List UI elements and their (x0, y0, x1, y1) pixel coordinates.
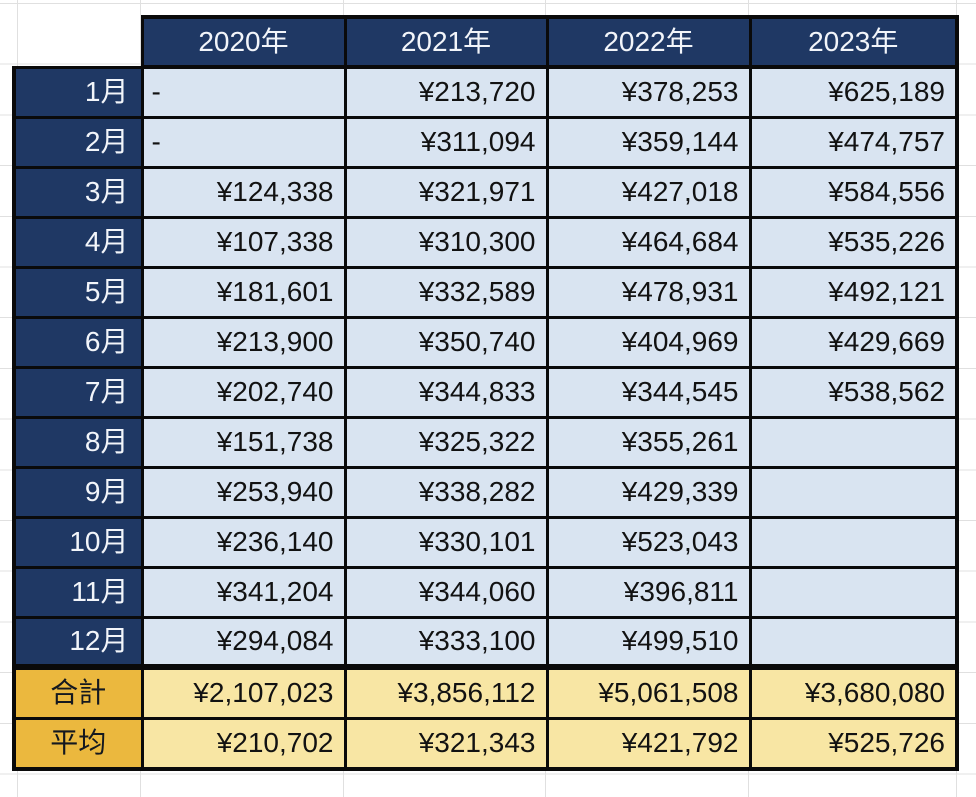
data-cell[interactable]: ¥429,669 (748, 315, 959, 369)
summary-row: 平均 ¥210,702 ¥321,343 ¥421,792 ¥525,726 (12, 716, 959, 771)
data-cell[interactable]: ¥151,738 (140, 415, 347, 469)
data-cell[interactable]: ¥332,589 (343, 265, 549, 319)
table-row: 6月 ¥213,900 ¥350,740 ¥404,969 ¥429,669 (12, 315, 959, 369)
data-cell[interactable]: ¥359,144 (545, 115, 752, 169)
data-cell[interactable]: ¥427,018 (545, 165, 752, 219)
data-cell[interactable]: ¥478,931 (545, 265, 752, 319)
row-header-month[interactable]: 10月 (12, 515, 144, 569)
data-cell[interactable]: ¥396,811 (545, 565, 752, 619)
data-cell[interactable]: ¥429,339 (545, 465, 752, 519)
monthly-sales-table: 2020年 2021年 2022年 2023年 1月 - ¥213,720 ¥378,253… (12, 15, 959, 771)
corner-cell (14, 17, 142, 67)
data-cell[interactable]: ¥311,094 (343, 115, 549, 169)
data-cell[interactable]: ¥181,601 (140, 265, 347, 319)
table-row: 4月 ¥107,338 ¥310,300 ¥464,684 ¥535,226 (12, 215, 959, 269)
data-cell[interactable]: ¥310,300 (343, 215, 549, 269)
data-cell[interactable]: ¥321,971 (343, 165, 549, 219)
data-cell[interactable]: ¥474,757 (748, 115, 959, 169)
summary-row-header[interactable]: 合計 (12, 664, 144, 720)
row-header-month[interactable]: 8月 (12, 415, 144, 469)
data-cell[interactable]: ¥107,338 (140, 215, 347, 269)
table-row: 12月 ¥294,084 ¥333,100 ¥499,510 (12, 615, 959, 669)
header-row: 2020年 2021年 2022年 2023年 (14, 15, 959, 69)
summary-data-cell[interactable]: ¥321,343 (343, 716, 549, 771)
data-cell[interactable] (748, 415, 959, 469)
data-cell[interactable]: ¥625,189 (748, 65, 959, 119)
data-cell[interactable]: ¥523,043 (545, 515, 752, 569)
table-row: 5月 ¥181,601 ¥332,589 ¥478,931 ¥492,121 (12, 265, 959, 319)
data-cell[interactable]: ¥355,261 (545, 415, 752, 469)
data-cell[interactable]: ¥344,833 (343, 365, 549, 419)
summary-data-cell[interactable]: ¥210,702 (140, 716, 347, 771)
data-cell[interactable]: ¥333,100 (343, 615, 549, 669)
summary-data-cell[interactable]: ¥5,061,508 (545, 664, 752, 720)
table-row: 2月 - ¥311,094 ¥359,144 ¥474,757 (12, 115, 959, 169)
data-cell[interactable]: ¥213,900 (140, 315, 347, 369)
data-cell[interactable]: ¥341,204 (140, 565, 347, 619)
row-header-month[interactable]: 9月 (12, 465, 144, 519)
data-cell[interactable]: ¥294,084 (140, 615, 347, 669)
summary-data-cell[interactable]: ¥525,726 (748, 716, 959, 771)
data-cell[interactable] (748, 565, 959, 619)
summary-data-cell[interactable]: ¥3,856,112 (343, 664, 549, 720)
table-row: 11月 ¥341,204 ¥344,060 ¥396,811 (12, 565, 959, 619)
data-cell[interactable]: ¥344,545 (545, 365, 752, 419)
data-cell[interactable]: ¥325,322 (343, 415, 549, 469)
data-cell[interactable]: ¥492,121 (748, 265, 959, 319)
row-header-month[interactable]: 12月 (12, 615, 144, 669)
row-header-month[interactable]: 4月 (12, 215, 144, 269)
data-cell[interactable]: ¥538,562 (748, 365, 959, 419)
data-cell[interactable]: ¥202,740 (140, 365, 347, 419)
data-cell[interactable]: ¥464,684 (545, 215, 752, 269)
table-row: 7月 ¥202,740 ¥344,833 ¥344,545 ¥538,562 (12, 365, 959, 419)
data-cell[interactable]: - (140, 65, 347, 119)
summary-data-cell[interactable]: ¥3,680,080 (748, 664, 959, 720)
row-header-month[interactable]: 11月 (12, 565, 144, 619)
data-cell[interactable]: ¥330,101 (343, 515, 549, 569)
data-cell[interactable]: ¥535,226 (748, 215, 959, 269)
data-cell[interactable] (748, 465, 959, 519)
row-header-month[interactable]: 6月 (12, 315, 144, 369)
table-row: 9月 ¥253,940 ¥338,282 ¥429,339 (12, 465, 959, 519)
row-header-month[interactable]: 3月 (12, 165, 144, 219)
data-cell[interactable] (748, 515, 959, 569)
data-cell[interactable]: ¥584,556 (748, 165, 959, 219)
summary-data-cell[interactable]: ¥2,107,023 (140, 664, 347, 720)
data-cell[interactable]: - (140, 115, 347, 169)
data-cell[interactable]: ¥404,969 (545, 315, 752, 369)
table-row: 1月 - ¥213,720 ¥378,253 ¥625,189 (12, 65, 959, 119)
data-cell[interactable]: ¥338,282 (343, 465, 549, 519)
table-row: 10月 ¥236,140 ¥330,101 ¥523,043 (12, 515, 959, 569)
column-header-year[interactable]: 2021年 (343, 15, 549, 69)
row-header-month[interactable]: 7月 (12, 365, 144, 419)
row-header-month[interactable]: 2月 (12, 115, 144, 169)
data-cell[interactable] (748, 615, 959, 669)
data-cell[interactable]: ¥499,510 (545, 615, 752, 669)
summary-data-cell[interactable]: ¥421,792 (545, 716, 752, 771)
data-cell[interactable]: ¥253,940 (140, 465, 347, 519)
table-row: 3月 ¥124,338 ¥321,971 ¥427,018 ¥584,556 (12, 165, 959, 219)
row-header-month[interactable]: 1月 (12, 65, 144, 119)
summary-row-header[interactable]: 平均 (12, 716, 144, 771)
column-header-year[interactable]: 2020年 (140, 15, 347, 69)
data-cell[interactable]: ¥344,060 (343, 565, 549, 619)
data-cell[interactable]: ¥213,720 (343, 65, 549, 119)
data-cell[interactable]: ¥124,338 (140, 165, 347, 219)
data-cell[interactable]: ¥350,740 (343, 315, 549, 369)
data-cell[interactable]: ¥236,140 (140, 515, 347, 569)
table-row: 8月 ¥151,738 ¥325,322 ¥355,261 (12, 415, 959, 469)
column-header-year[interactable]: 2023年 (748, 15, 959, 69)
row-header-month[interactable]: 5月 (12, 265, 144, 319)
data-cell[interactable]: ¥378,253 (545, 65, 752, 119)
column-header-year[interactable]: 2022年 (545, 15, 752, 69)
summary-row: 合計 ¥2,107,023 ¥3,856,112 ¥5,061,508 ¥3,680,0… (12, 664, 959, 720)
